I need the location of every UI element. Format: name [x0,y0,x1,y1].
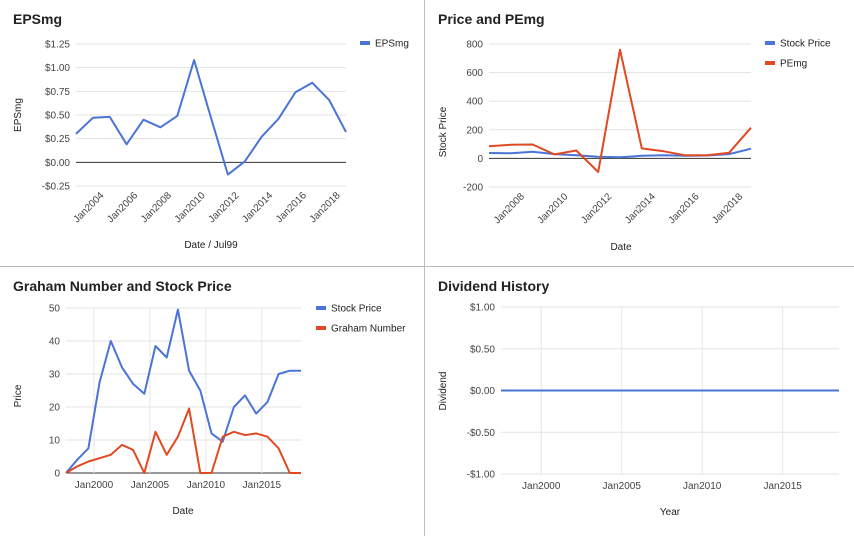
y-tick-label: $1.25 [45,40,70,51]
price-pe-chart: Price and PEmg -200 0 200 400 600 800 Jan2008 Ja… [438,11,831,253]
y-tick-label: 400 [466,97,483,108]
x-tick-label: Jan2000 [522,481,561,492]
y-axis-label: Dividend [438,372,449,411]
x-axis-label: Date [610,242,632,253]
y-tick-label: -$0.50 [467,428,496,439]
vertical-divider [424,0,425,536]
x-tick-label: Jan2005 [131,480,170,491]
legend-label-epsmg: EPSmg [375,39,409,50]
y-tick-label: $0.50 [45,111,70,122]
x-tick-label: Jan2016 [667,191,702,226]
y-tick-label: $1.00 [470,303,495,314]
graham-chart-panel: Graham Number and Stock Price 0 10 20 30 40 50… [0,267,424,536]
y-tick-label: 10 [49,436,61,447]
legend-swatch-graham-number [316,326,326,330]
y-tick-label: -200 [463,183,483,194]
y-tick-label: $0.00 [45,158,70,169]
y-tick-label: 20 [49,403,61,414]
y-axis-label: Stock Price [438,106,449,157]
dividend-chart: Dividend History -$1.00 -$0.50 $0.00 $0.50 $1… [438,278,839,518]
x-tick-label: Jan2014 [240,190,275,225]
x-tick-label: Jan2008 [492,191,527,226]
x-tick-label: Jan2010 [536,191,571,226]
legend-swatch-stock-price [316,306,326,310]
y-axis-label: EPSmg [13,98,24,132]
legend-swatch-stock-price [765,41,775,45]
series-line-stock-price [65,308,301,474]
x-tick-label: Jan2012 [579,191,614,226]
graham-chart: Graham Number and Stock Price 0 10 20 30 40 50… [13,278,406,517]
legend-label-stock-price: Stock Price [780,39,831,50]
legend-label-stock-price: Stock Price [331,304,382,315]
x-tick-label: Jan2015 [243,480,282,491]
legend-label-graham-number: Graham Number [331,324,406,335]
legend-swatch-pemg [765,61,775,65]
y-tick-label: 0 [477,154,483,165]
x-tick-label: Jan2018 [308,190,343,225]
chart-title: Dividend History [438,278,549,294]
x-tick-label: Jan2005 [603,481,642,492]
y-tick-label: 30 [49,370,61,381]
y-tick-label: 50 [49,304,61,315]
eps-chart-panel: EPSmg -$0.25 $0.00 $0.25 $0.50 $0.75 $1.00 $1.2… [0,0,424,266]
x-axis-label: Year [660,507,681,518]
series-line-epsmg [75,59,347,176]
x-axis-label: Date / Jul99 [184,240,238,251]
x-tick-label: Jan2010 [173,190,208,225]
x-tick-label: Jan2010 [187,480,226,491]
horizontal-divider [0,266,854,267]
x-tick-label: Jan2014 [623,191,658,226]
chart-title: Graham Number and Stock Price [13,278,232,294]
y-tick-label: 200 [466,125,483,136]
legend-swatch-epsmg [360,41,370,45]
x-tick-label: Jan2018 [710,191,745,226]
x-tick-label: Jan2004 [72,190,107,225]
legend-label-pemg: PEmg [780,59,807,70]
y-tick-label: $0.75 [45,87,70,98]
x-tick-label: Jan2015 [763,481,802,492]
y-tick-label: 600 [466,68,483,79]
y-tick-label: $0.50 [470,344,495,355]
x-tick-label: Jan2000 [75,480,114,491]
y-tick-label: 40 [49,337,61,348]
y-tick-label: -$0.25 [42,182,71,193]
dividend-chart-panel: Dividend History -$1.00 -$0.50 $0.00 $0.50 $1… [425,267,854,536]
chart-title: Price and PEmg [438,11,545,27]
y-tick-label: $0.00 [470,386,495,397]
y-tick-label: 0 [54,469,60,480]
x-tick-label: Jan2012 [207,190,242,225]
x-tick-label: Jan2008 [139,190,174,225]
y-tick-label: $1.00 [45,63,70,74]
x-axis-label: Date [172,506,194,517]
x-tick-label: Jan2016 [274,190,309,225]
y-tick-label: 800 [466,40,483,51]
chart-title: EPSmg [13,11,62,27]
price-pe-chart-panel: Price and PEmg -200 0 200 400 600 800 Jan2008 Ja… [425,0,854,266]
y-tick-label: $0.25 [45,134,70,145]
x-tick-label: Jan2006 [105,190,140,225]
series-line-pemg [488,48,752,173]
series-line-stock-price [488,147,752,159]
series-line-graham-number [65,407,301,474]
eps-chart: EPSmg -$0.25 $0.00 $0.25 $0.50 $0.75 $1.00 $1.2… [13,11,409,251]
y-axis-label: Price [13,384,24,407]
y-tick-label: -$1.00 [467,470,496,481]
x-tick-label: Jan2010 [683,481,722,492]
